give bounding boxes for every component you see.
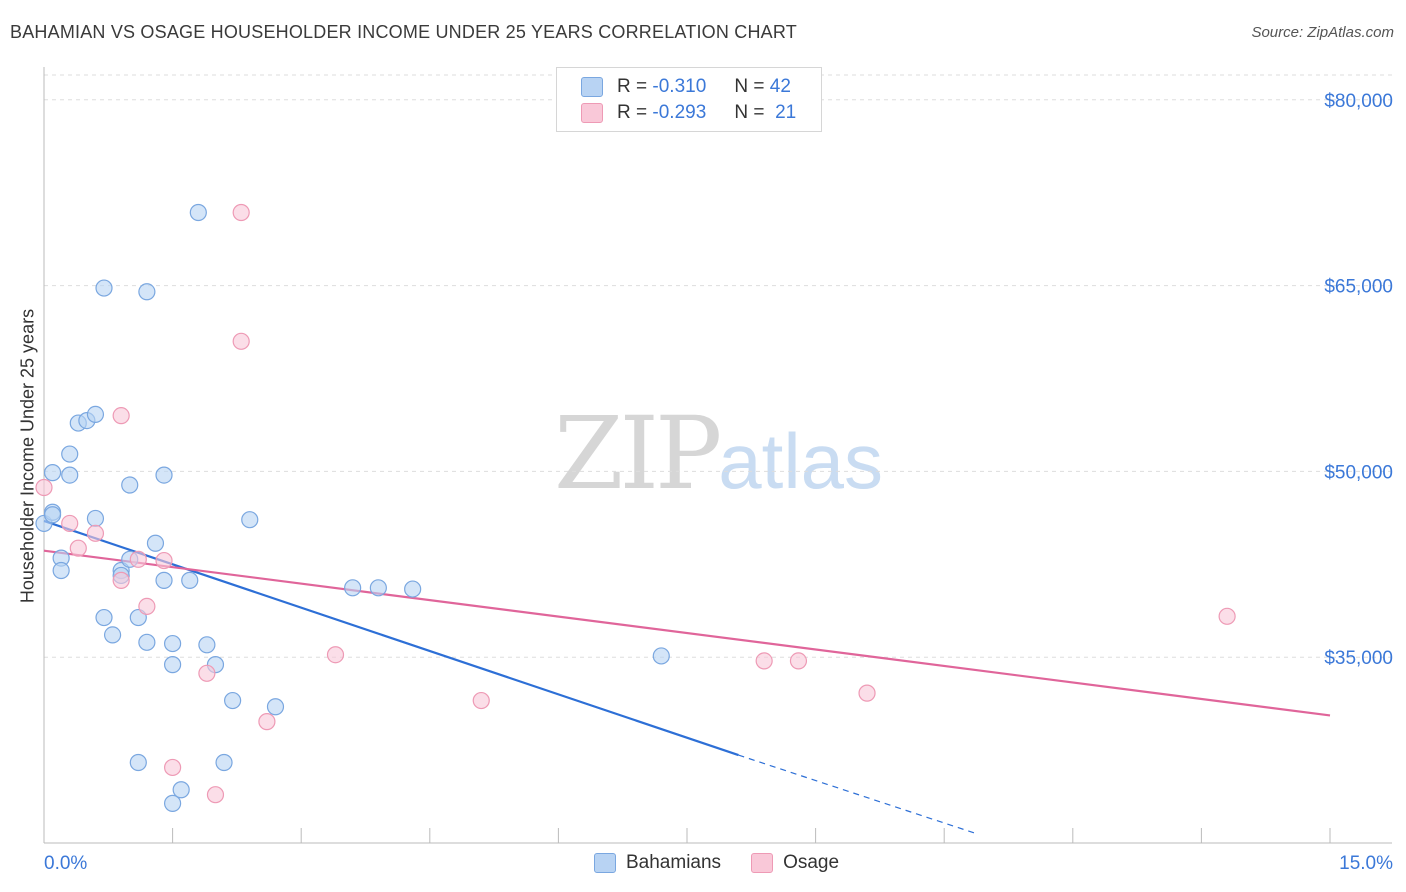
legend-r-label: R =: [617, 76, 648, 97]
y-tick-label: $35,000: [1324, 648, 1393, 669]
watermark-zip: ZIP: [554, 395, 722, 512]
bahamians-point: [146, 534, 165, 552]
osage-point: [1218, 607, 1236, 625]
bahamians-point: [164, 794, 182, 812]
axis-layer: [43, 67, 1392, 844]
osage-point: [138, 597, 156, 616]
bahamians-point: [155, 466, 173, 484]
watermark: ZIPatlas: [554, 395, 883, 512]
osage-point: [129, 550, 147, 568]
osage-point: [755, 652, 773, 670]
bahamians-point: [369, 579, 387, 597]
osage-point: [164, 758, 182, 777]
bahamians-point: [103, 626, 122, 644]
legend-r-value: -0.310: [652, 76, 707, 97]
grid-layer: [44, 74, 1392, 658]
bahamians-point: [138, 283, 156, 301]
osage-point: [112, 571, 130, 589]
osage-legend-swatch: [751, 853, 774, 873]
chart-title: BAHAMIAN VS OSAGE HOUSEHOLDER INCOME UND…: [10, 22, 797, 42]
bahamians-point: [61, 445, 79, 463]
bahamians-point: [181, 571, 199, 589]
bahamians-point: [129, 753, 147, 772]
bahamians-point: [172, 781, 190, 799]
legend-r-label: R =: [617, 102, 648, 123]
osage-point: [472, 691, 490, 710]
osage-point: [69, 539, 87, 557]
osage-point: [35, 478, 53, 497]
bahamians-point: [95, 279, 113, 297]
osage-point: [155, 551, 173, 570]
osage-point: [326, 646, 345, 664]
bahamians-point: [404, 580, 422, 598]
osage-point: [112, 407, 130, 425]
legend-item-osage[interactable]: Osage: [751, 852, 839, 874]
series-legend: Bahamians Osage: [594, 852, 869, 874]
legend-row-osage: R = -0.293 N = 21: [581, 101, 796, 125]
trend-layer: [43, 519, 1331, 835]
osage-point: [86, 524, 105, 542]
bahamians-point: [86, 405, 105, 424]
bahamians-point: [121, 476, 139, 494]
legend-n-label: N =: [734, 76, 765, 97]
bahamians-point: [43, 464, 62, 482]
osage-point: [858, 684, 876, 702]
source-label: Source: ZipAtlas.com: [1251, 24, 1394, 41]
bahamians-point: [86, 509, 105, 528]
bahamians-point: [138, 633, 156, 651]
bahamians-point: [61, 466, 79, 484]
legend-label-bahamians: Bahamians: [626, 852, 722, 873]
osage-point: [61, 514, 79, 533]
legend-n-value: 42: [769, 76, 791, 97]
x-tick-label: 0.0%: [44, 853, 87, 874]
legend-r-value: -0.293: [652, 102, 707, 123]
osage-trendline: [43, 549, 1331, 717]
bahamians-point: [344, 579, 362, 597]
osage-point: [232, 332, 250, 350]
x-tick-label: 15.0%: [1339, 853, 1393, 874]
bahamians-point: [215, 753, 233, 772]
bahamians-point: [43, 506, 62, 524]
bahamians-trendline-extension: [738, 754, 979, 835]
osage-point: [789, 652, 808, 670]
bahamians-point: [155, 571, 173, 589]
legend-label-osage: Osage: [783, 852, 840, 873]
y-tick-label: $50,000: [1324, 462, 1393, 483]
osage-point: [206, 786, 225, 804]
y-axis-title: Householder Income Under 25 years: [17, 308, 38, 604]
legend-item-bahamians[interactable]: Bahamians: [594, 852, 721, 874]
legend-row-bahamians: R = -0.310 N = 42: [581, 75, 791, 99]
label-layer: $35,000 $50,000 $65,000 $80,000 0.0% 15.0%: [44, 91, 1393, 874]
bahamians-point: [266, 698, 285, 716]
stats-legend: R = -0.310 N = 42 R = -0.293 N = 21: [556, 67, 822, 132]
y-tick-label: $65,000: [1324, 277, 1393, 298]
y-tick-label: $80,000: [1324, 91, 1393, 112]
osage-point: [258, 713, 276, 731]
watermark-atlas: atlas: [718, 417, 884, 505]
legend-n-value: 21: [775, 102, 797, 123]
bahamians-point: [198, 636, 216, 654]
bahamians-point: [95, 608, 113, 627]
osage-swatch: [581, 103, 603, 123]
bahamians-legend-swatch: [594, 853, 616, 873]
bahamians-point: [652, 647, 670, 665]
legend-n-label: N =: [734, 102, 765, 123]
bahamians-point: [189, 203, 207, 222]
bahamians-point: [241, 511, 259, 529]
bahamians-swatch: [581, 77, 603, 97]
point-layer: [35, 203, 1236, 812]
osage-point: [232, 203, 250, 222]
bahamians-point: [52, 561, 70, 580]
bahamians-point: [164, 634, 182, 653]
bahamians-point: [224, 691, 242, 710]
osage-point: [198, 664, 216, 682]
bahamians-point: [164, 656, 182, 674]
